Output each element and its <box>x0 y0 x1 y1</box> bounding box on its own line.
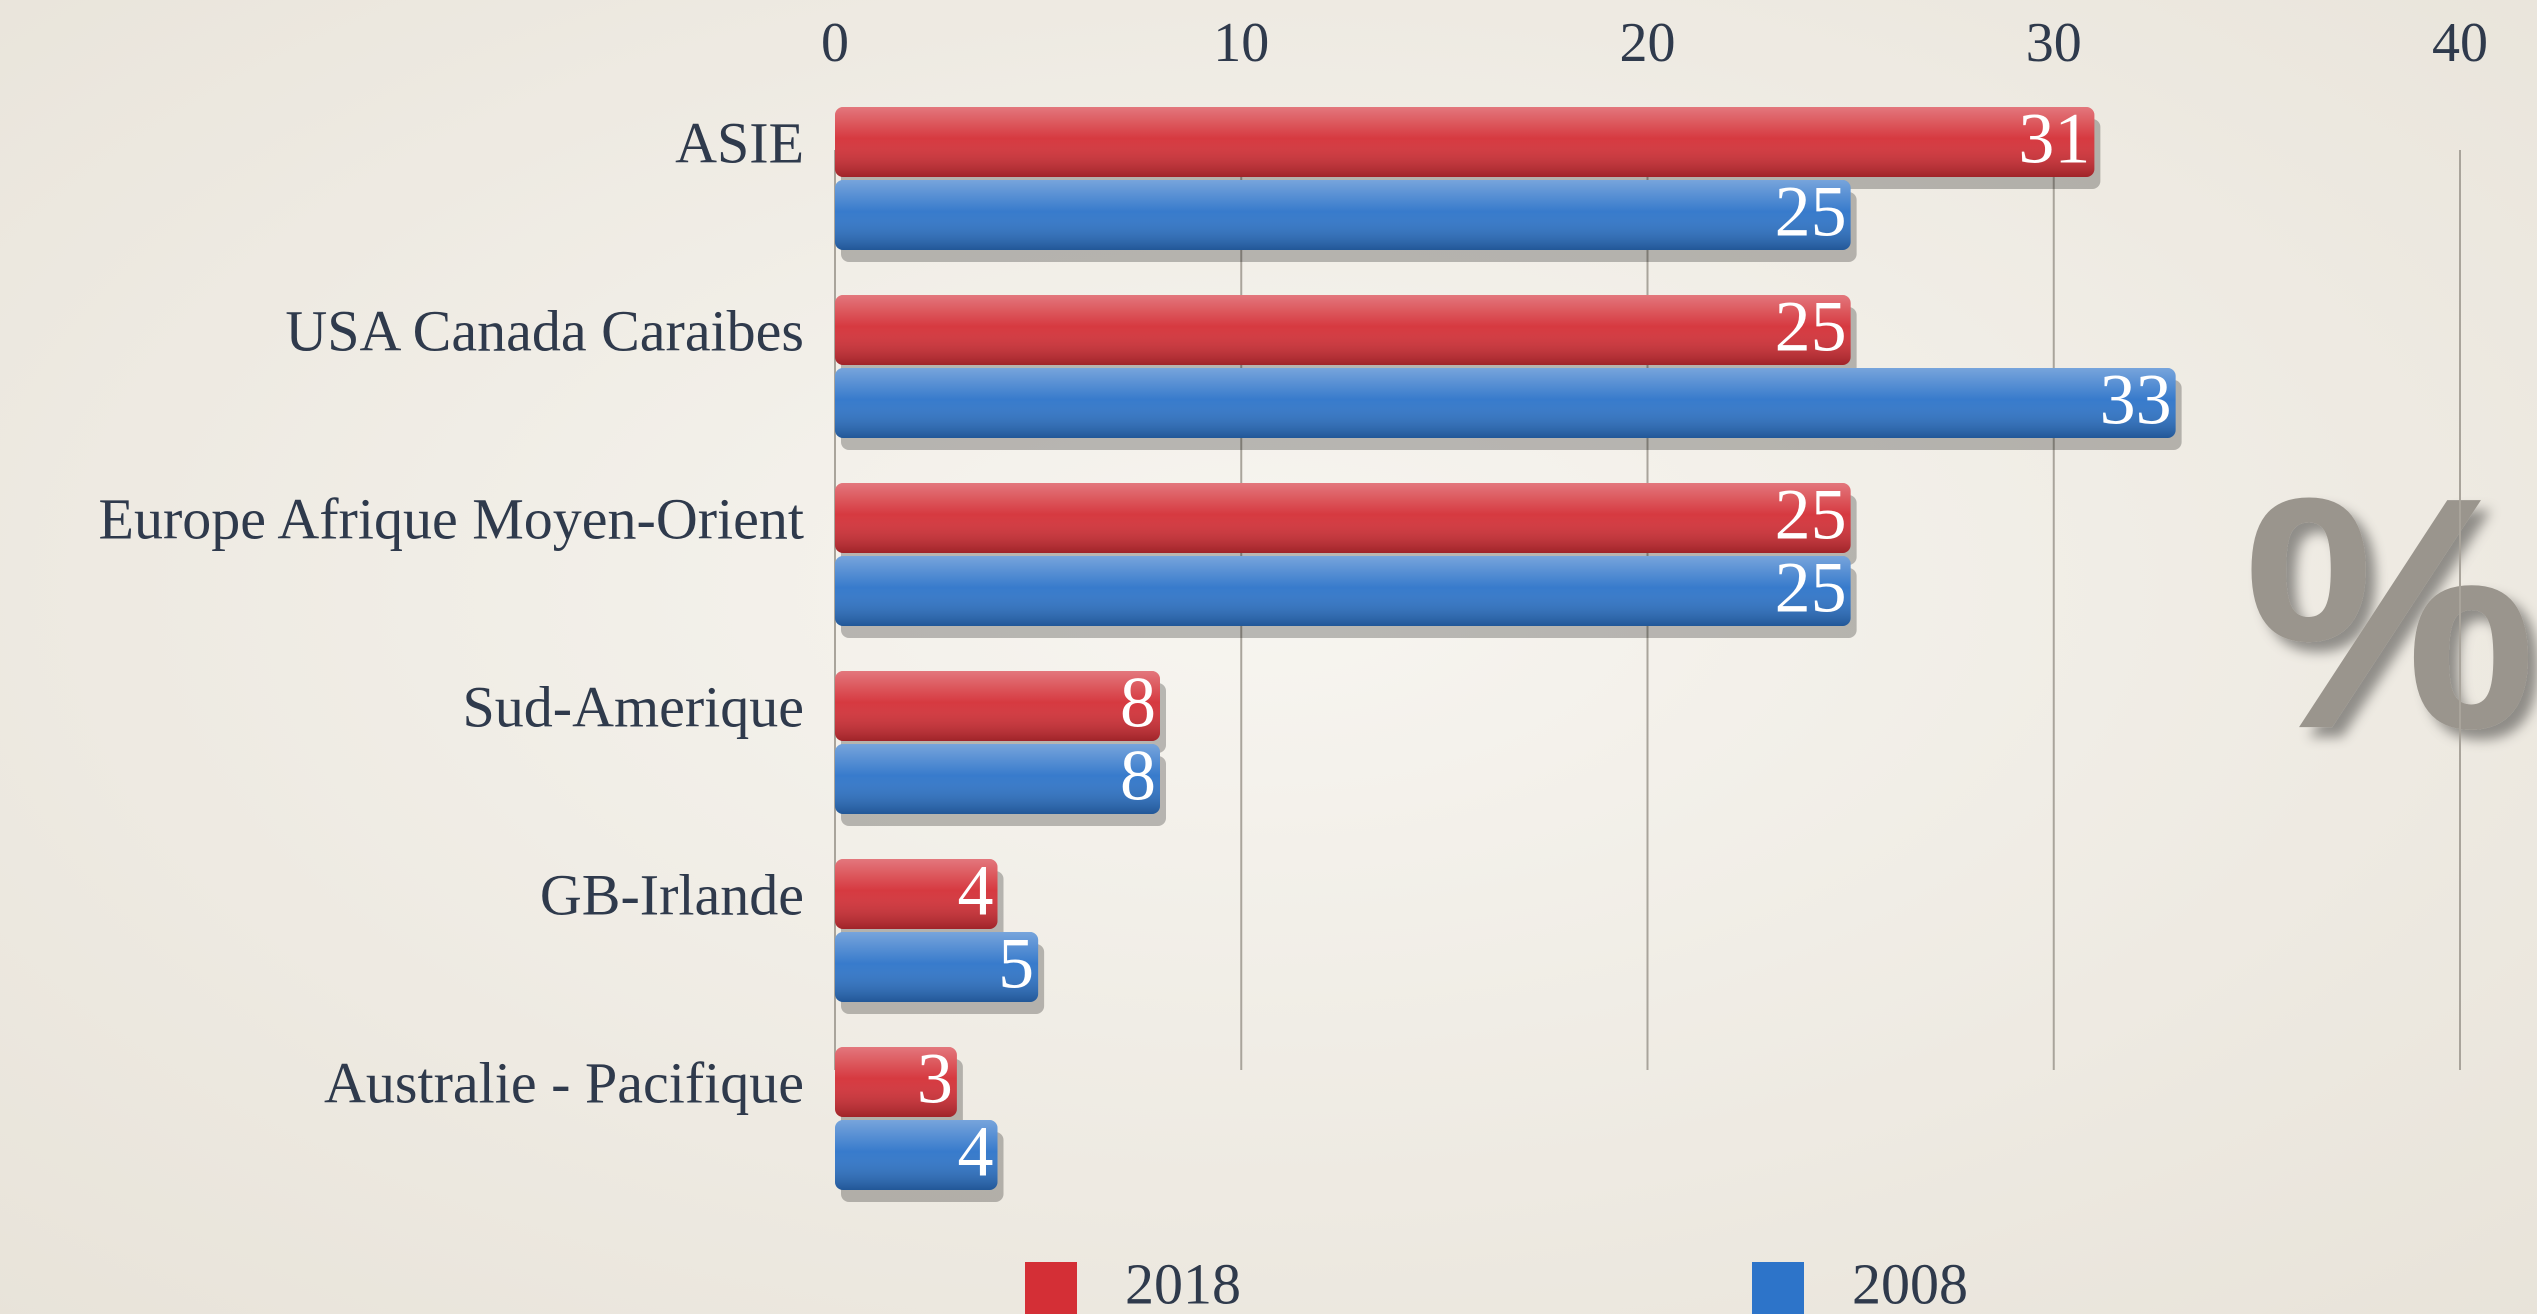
value-label: 4 <box>958 851 994 931</box>
value-label: 25 <box>1775 475 1847 555</box>
category-label: Europe Afrique Moyen-Orient <box>99 486 804 551</box>
bar-highlight <box>835 107 2095 177</box>
bar-highlight <box>835 368 2176 438</box>
category-label: ASIE <box>675 110 804 175</box>
bar-highlight <box>835 744 1160 814</box>
bar-highlight <box>835 1120 998 1190</box>
bar-highlight <box>835 1047 957 1117</box>
category-label: GB-Irlande <box>540 862 804 927</box>
category-label: Australie - Pacifique <box>324 1050 804 1115</box>
bar-highlight <box>835 295 1851 365</box>
value-label: 8 <box>1120 736 1156 816</box>
value-label: 25 <box>1775 172 1847 252</box>
bar-highlight <box>835 180 1851 250</box>
x-tick-label: 40 <box>2432 12 2488 74</box>
value-label: 3 <box>917 1039 953 1119</box>
legend-swatch <box>1752 1262 1804 1314</box>
value-label: 4 <box>958 1112 994 1192</box>
bar-highlight <box>835 556 1851 626</box>
x-tick-label: 10 <box>1213 12 1269 74</box>
bar-highlight <box>835 483 1851 553</box>
value-label: 5 <box>998 924 1034 1004</box>
bar-highlight <box>835 859 998 929</box>
value-label: 25 <box>1775 548 1847 628</box>
legend-swatch <box>1025 1262 1077 1314</box>
value-label: 8 <box>1120 663 1156 743</box>
legend-label: 2008 <box>1852 1251 1968 1314</box>
category-label: Sud-Amerique <box>463 674 805 739</box>
category-label: USA Canada Caraibes <box>285 298 804 363</box>
value-label: 33 <box>2100 360 2172 440</box>
x-tick-label: 0 <box>821 12 849 74</box>
value-label: 31 <box>2018 99 2090 179</box>
x-tick-label: 20 <box>1620 12 1676 74</box>
x-tick-label: 30 <box>2026 12 2082 74</box>
bar-highlight <box>835 671 1160 741</box>
legend-label: 2018 <box>1125 1251 1241 1314</box>
bar-highlight <box>835 932 1039 1002</box>
unit-annotation: % <box>2243 428 2536 797</box>
value-label: 25 <box>1775 287 1847 367</box>
